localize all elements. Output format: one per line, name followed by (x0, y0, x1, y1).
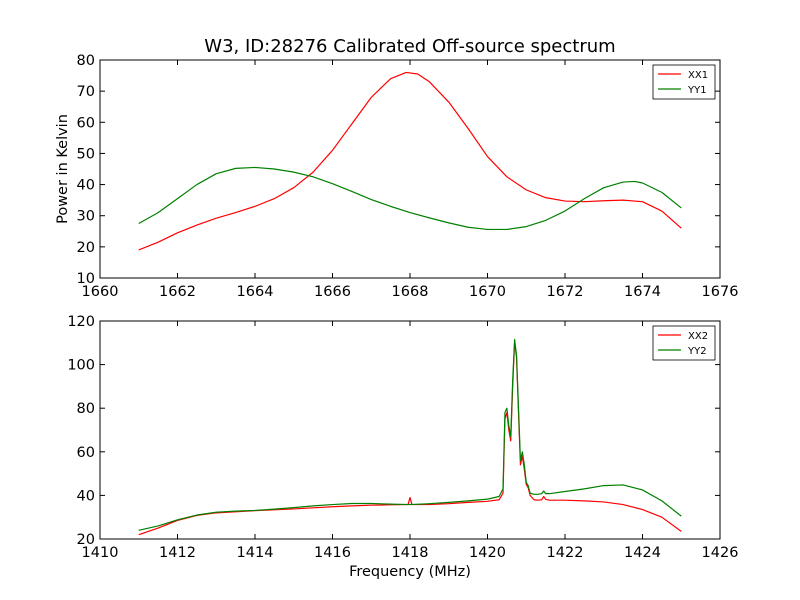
series-line-yy2 (138, 338, 682, 531)
y-axis-label: Power in Kelvin (55, 114, 71, 224)
y-tick-label: 80 (77, 401, 95, 417)
x-tick-label: 1410 (82, 545, 119, 561)
plot-frame (99, 320, 721, 540)
x-tick-label: 1668 (392, 284, 429, 300)
plot-frame (99, 59, 721, 279)
x-tick-label: 1426 (702, 545, 739, 561)
legend-label-xx1: XX1 (688, 70, 708, 81)
x-tick-label: 1662 (159, 284, 196, 300)
y-tick-label: 40 (77, 488, 95, 504)
legend-label-yy2: YY2 (687, 346, 707, 357)
x-tick-label: 1670 (469, 284, 506, 300)
legend-box (652, 325, 716, 361)
x-tick-label: 1418 (392, 545, 429, 561)
x-tick-label: 1420 (469, 545, 506, 561)
x-tick-label: 1660 (82, 284, 119, 300)
x-tick-label: 1414 (237, 545, 274, 561)
x-tick-label: 1664 (237, 284, 274, 300)
y-tick-label: 60 (77, 445, 95, 461)
legend-box (652, 64, 716, 100)
x-tick-label: 1412 (159, 545, 196, 561)
series-line-yy1 (138, 166, 682, 231)
x-axis-label: Frequency (MHz) (349, 564, 471, 580)
bottom-panel: 1410 1412 1414 1416 1418 1420 1422 1424 1426 20 40… (67, 314, 738, 580)
y-tick-label: 20 (77, 240, 95, 256)
x-tick-label: 1676 (702, 284, 739, 300)
top-panel: 1660 1662 1664 1666 1668 1670 1672 1674 1676 10 20… (55, 53, 738, 300)
y-tick-label: 40 (77, 178, 95, 194)
y-tick-label: 100 (67, 358, 95, 374)
x-tick-label: 1422 (547, 545, 584, 561)
x-tick-label: 1674 (624, 284, 661, 300)
series-line-xx1 (138, 71, 682, 251)
x-tick-label: 1672 (547, 284, 584, 300)
x-tick-label: 1416 (314, 545, 351, 561)
y-tick-label: 80 (77, 53, 95, 69)
y-tick-label: 60 (77, 115, 95, 131)
y-tick-label: 50 (77, 146, 95, 162)
legend-label-yy1: YY1 (687, 85, 707, 96)
y-tick-label: 30 (77, 209, 95, 225)
figure-title: W3, ID:28276 Calibrated Off-source spect… (204, 36, 615, 57)
y-tick-label: 20 (77, 532, 95, 548)
x-tick-label: 1424 (624, 545, 661, 561)
x-tick-label: 1666 (314, 284, 351, 300)
y-tick-label: 10 (77, 271, 95, 287)
y-tick-label: 120 (67, 314, 95, 330)
legend-label-xx2: XX2 (688, 331, 708, 342)
y-tick-label: 70 (77, 84, 95, 100)
